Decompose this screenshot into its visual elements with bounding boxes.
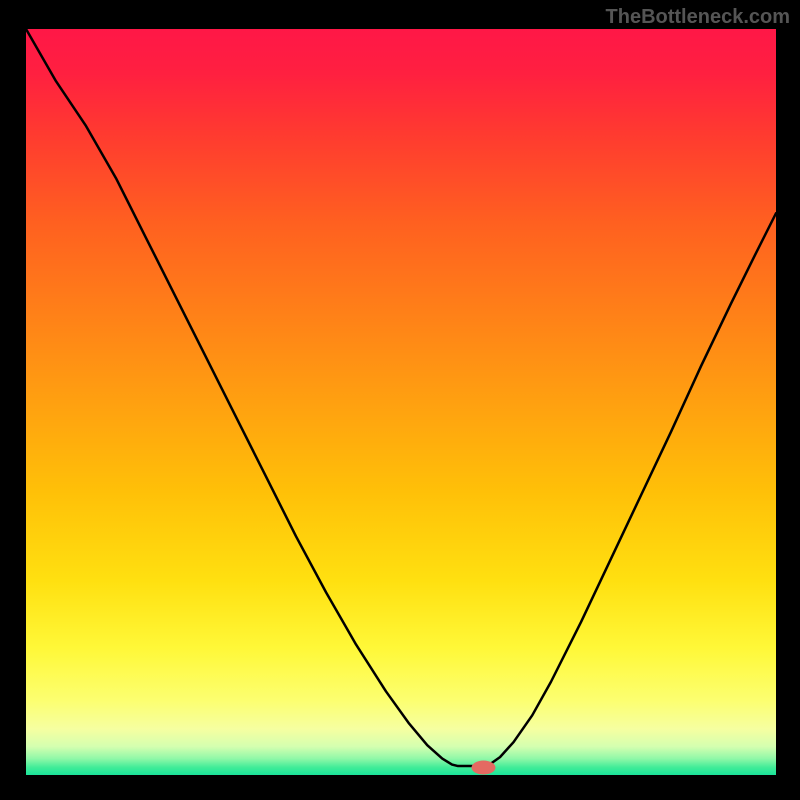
watermark-text: TheBottleneck.com — [606, 6, 790, 29]
chart-stage: TheBottleneck.com — [0, 0, 800, 800]
plot-area — [26, 29, 776, 775]
optimal-point-marker — [472, 761, 496, 775]
plot-svg — [26, 29, 776, 775]
gradient-background — [26, 29, 776, 775]
